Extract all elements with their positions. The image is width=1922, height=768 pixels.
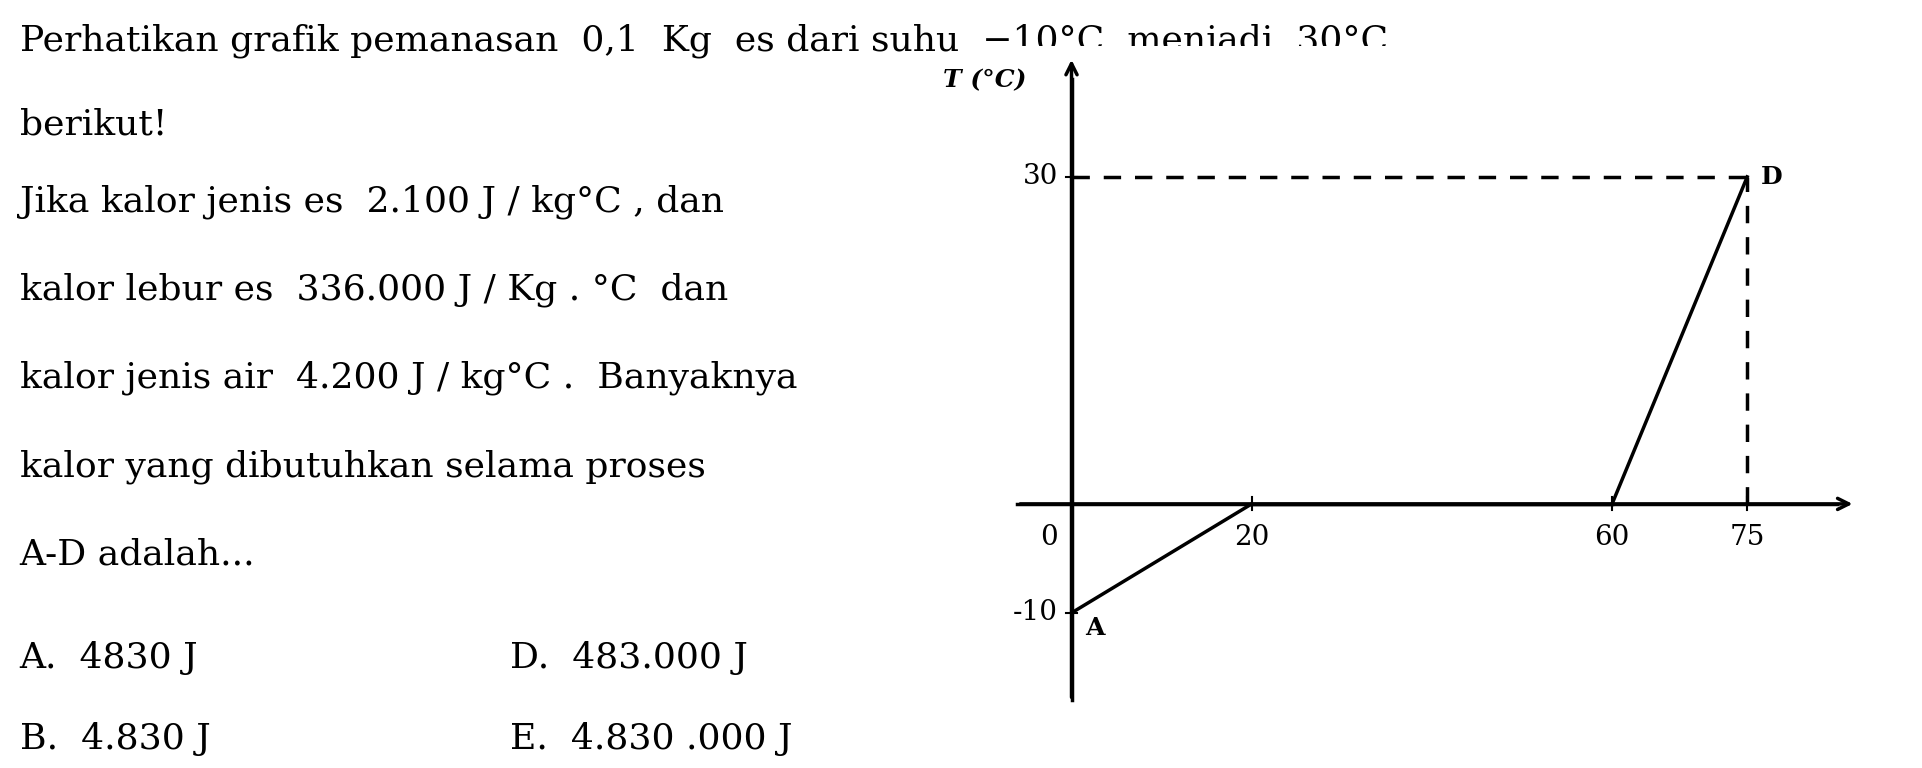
Text: Jika kalor jenis es  2.100 J / kg°C , dan: Jika kalor jenis es 2.100 J / kg°C , dan bbox=[19, 184, 723, 219]
Text: Perhatikan grafik pemanasan  0,1  Kg  es dari suhu  −10°C  menjadi  30°C: Perhatikan grafik pemanasan 0,1 Kg es da… bbox=[19, 23, 1388, 58]
Text: A.  4830 J: A. 4830 J bbox=[19, 641, 198, 675]
Text: D.  483.000 J: D. 483.000 J bbox=[509, 641, 748, 675]
Text: 0: 0 bbox=[1040, 524, 1057, 551]
Text: A: A bbox=[1086, 616, 1105, 641]
Text: D: D bbox=[1761, 165, 1782, 189]
Text: 60: 60 bbox=[1595, 524, 1630, 551]
Text: kalor jenis air  4.200 J / kg°C .  Banyaknya: kalor jenis air 4.200 J / kg°C . Banyakn… bbox=[19, 361, 798, 396]
Text: 20: 20 bbox=[1234, 524, 1269, 551]
Text: berikut!: berikut! bbox=[19, 108, 167, 141]
Text: kalor lebur es  336.000 J / Kg . °C  dan: kalor lebur es 336.000 J / Kg . °C dan bbox=[19, 273, 728, 307]
Text: T (°C): T (°C) bbox=[944, 68, 1026, 92]
Text: 30: 30 bbox=[1023, 164, 1057, 190]
Text: E.  4.830 .000 J: E. 4.830 .000 J bbox=[509, 722, 792, 756]
Text: B.  4.830 J: B. 4.830 J bbox=[19, 722, 209, 756]
Text: A-D adalah...: A-D adalah... bbox=[19, 538, 256, 571]
Text: kalor yang dibutuhkan selama proses: kalor yang dibutuhkan selama proses bbox=[19, 449, 705, 484]
Text: -10: -10 bbox=[1013, 599, 1057, 627]
Text: 75: 75 bbox=[1730, 524, 1764, 551]
